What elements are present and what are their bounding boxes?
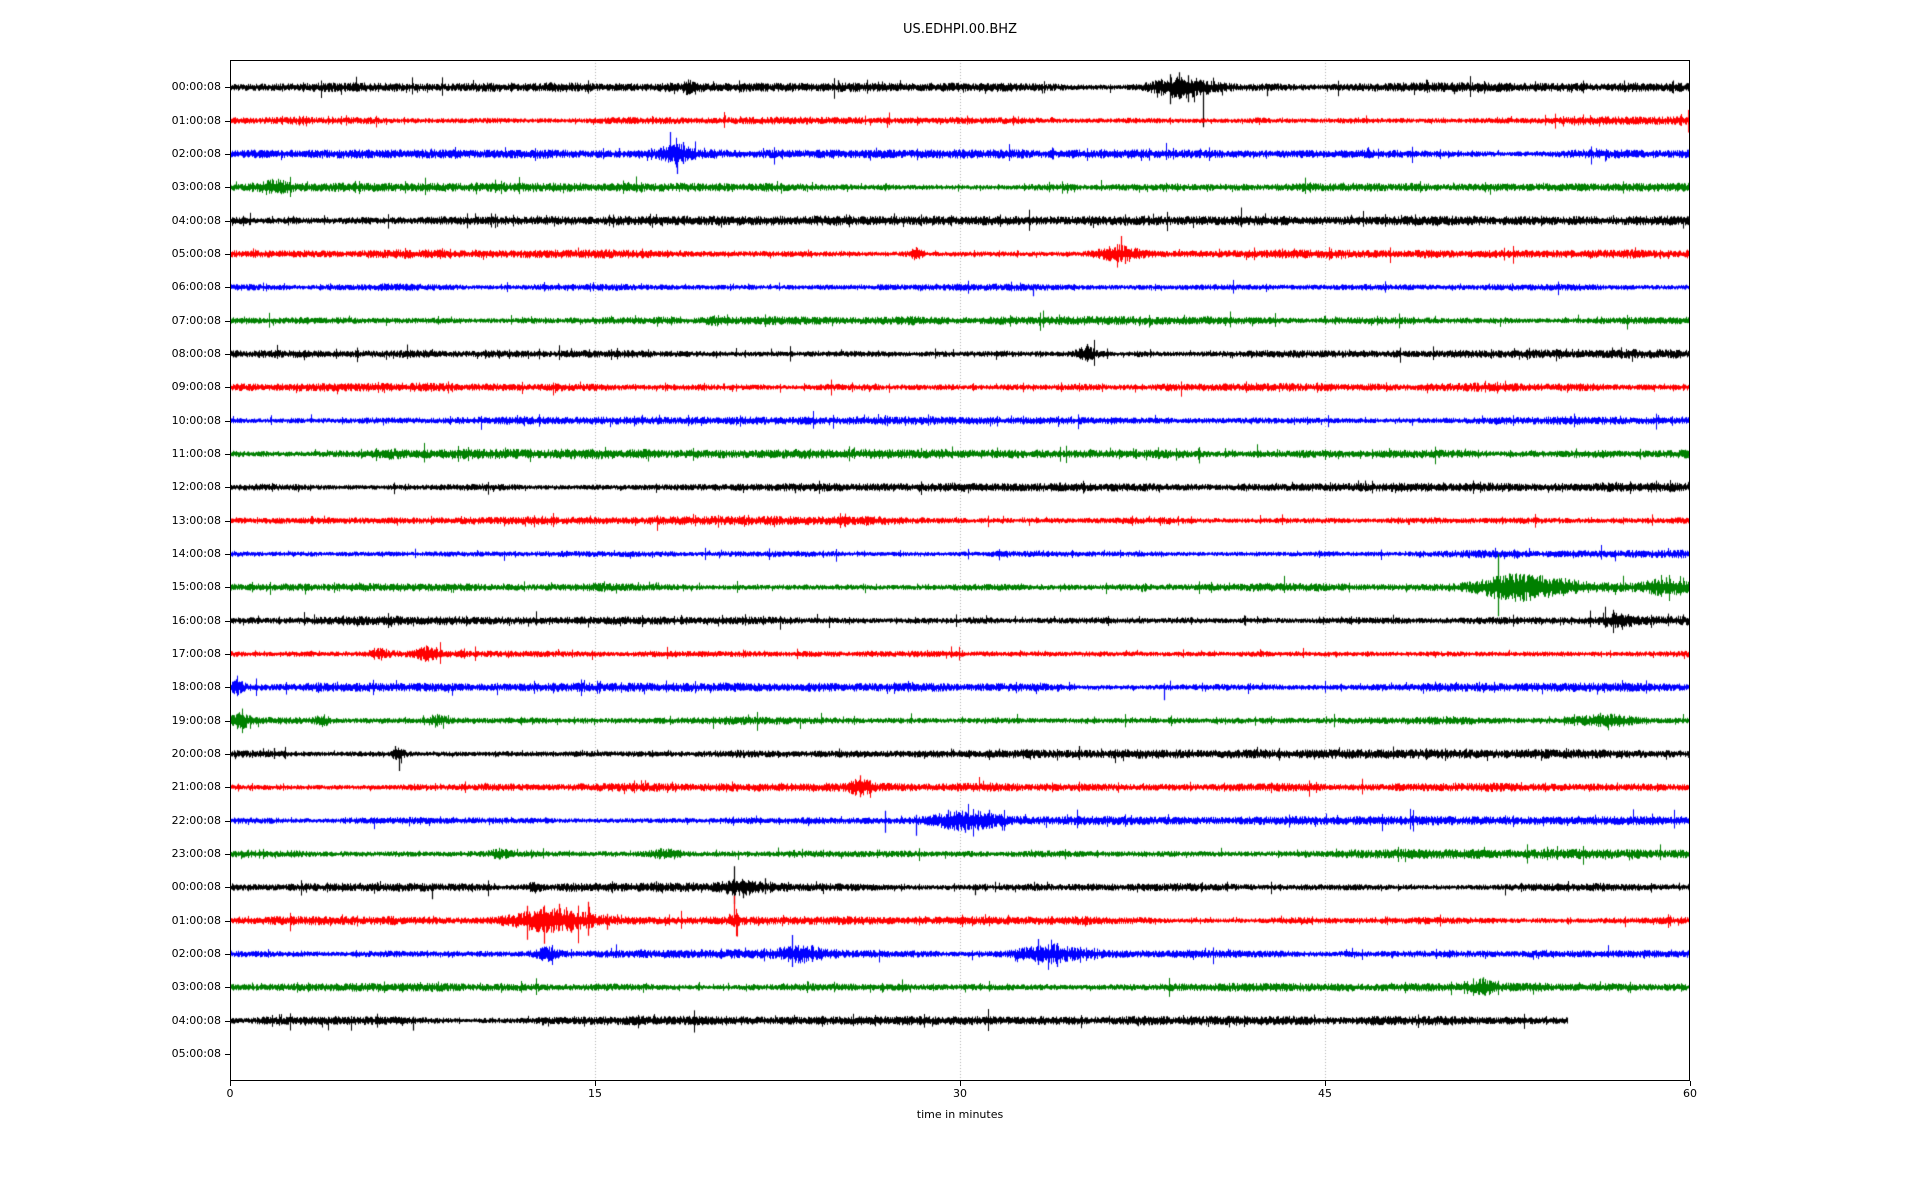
y-tick-label: 14:00:08 — [171, 547, 221, 560]
x-tick-label: 60 — [1683, 1087, 1697, 1100]
y-tick-label: 20:00:08 — [171, 747, 221, 760]
x-tick — [960, 1081, 961, 1086]
y-tick — [225, 1021, 230, 1022]
y-tick-label: 11:00:08 — [171, 447, 221, 460]
y-tick-label: 16:00:08 — [171, 614, 221, 627]
y-tick — [225, 154, 230, 155]
y-tick — [225, 887, 230, 888]
y-tick-label: 05:00:08 — [171, 1047, 221, 1060]
x-tick — [1325, 1081, 1326, 1086]
y-tick — [225, 187, 230, 188]
y-tick-label: 06:00:08 — [171, 280, 221, 293]
y-tick — [225, 954, 230, 955]
y-tick — [225, 587, 230, 588]
seismogram-canvas — [230, 60, 1690, 1081]
y-tick — [225, 254, 230, 255]
y-tick — [225, 687, 230, 688]
y-tick — [225, 721, 230, 722]
y-tick-label: 04:00:08 — [171, 1014, 221, 1027]
y-tick-label: 19:00:08 — [171, 714, 221, 727]
x-tick-label: 15 — [588, 1087, 602, 1100]
y-tick — [225, 87, 230, 88]
y-tick-label: 02:00:08 — [171, 947, 221, 960]
y-tick — [225, 787, 230, 788]
y-tick — [225, 821, 230, 822]
page-title: US.EDHPI.00.BHZ — [903, 22, 1017, 37]
y-tick — [225, 487, 230, 488]
y-tick-label: 09:00:08 — [171, 380, 221, 393]
y-tick-label: 05:00:08 — [171, 247, 221, 260]
y-tick-label: 01:00:08 — [171, 114, 221, 127]
y-tick-label: 10:00:08 — [171, 414, 221, 427]
y-tick-label: 13:00:08 — [171, 514, 221, 527]
x-tick-label: 45 — [1318, 1087, 1332, 1100]
y-tick — [225, 421, 230, 422]
y-tick — [225, 221, 230, 222]
x-tick — [595, 1081, 596, 1086]
x-tick — [1690, 1081, 1691, 1086]
y-tick — [225, 454, 230, 455]
y-tick — [225, 321, 230, 322]
y-tick-label: 02:00:08 — [171, 147, 221, 160]
y-tick — [225, 521, 230, 522]
y-tick — [225, 854, 230, 855]
y-tick-label: 08:00:08 — [171, 347, 221, 360]
x-tick-label: 30 — [953, 1087, 967, 1100]
x-tick-label: 0 — [226, 1087, 234, 1100]
y-tick-label: 12:00:08 — [171, 480, 221, 493]
y-tick — [225, 921, 230, 922]
y-tick-label: 22:00:08 — [171, 814, 221, 827]
y-tick-label: 04:00:08 — [171, 214, 221, 227]
y-tick — [225, 287, 230, 288]
x-tick — [230, 1081, 231, 1086]
y-tick-label: 23:00:08 — [171, 847, 221, 860]
y-tick — [225, 354, 230, 355]
y-tick-label: 03:00:08 — [171, 180, 221, 193]
y-tick-label: 15:00:08 — [171, 580, 221, 593]
y-tick-label: 21:00:08 — [171, 780, 221, 793]
y-tick — [225, 1054, 230, 1055]
y-tick — [225, 987, 230, 988]
y-tick — [225, 554, 230, 555]
y-tick-label: 03:00:08 — [171, 980, 221, 993]
y-tick — [225, 621, 230, 622]
x-axis-title: time in minutes — [916, 1108, 1004, 1121]
y-tick-label: 00:00:08 — [171, 880, 221, 893]
y-tick-label: 18:00:08 — [171, 680, 221, 693]
y-tick-label: 00:00:08 — [171, 80, 221, 93]
y-tick-label: 07:00:08 — [171, 314, 221, 327]
y-tick — [225, 654, 230, 655]
y-tick — [225, 387, 230, 388]
y-tick-label: 17:00:08 — [171, 647, 221, 660]
y-tick — [225, 121, 230, 122]
y-tick-label: 01:00:08 — [171, 914, 221, 927]
y-tick — [225, 754, 230, 755]
